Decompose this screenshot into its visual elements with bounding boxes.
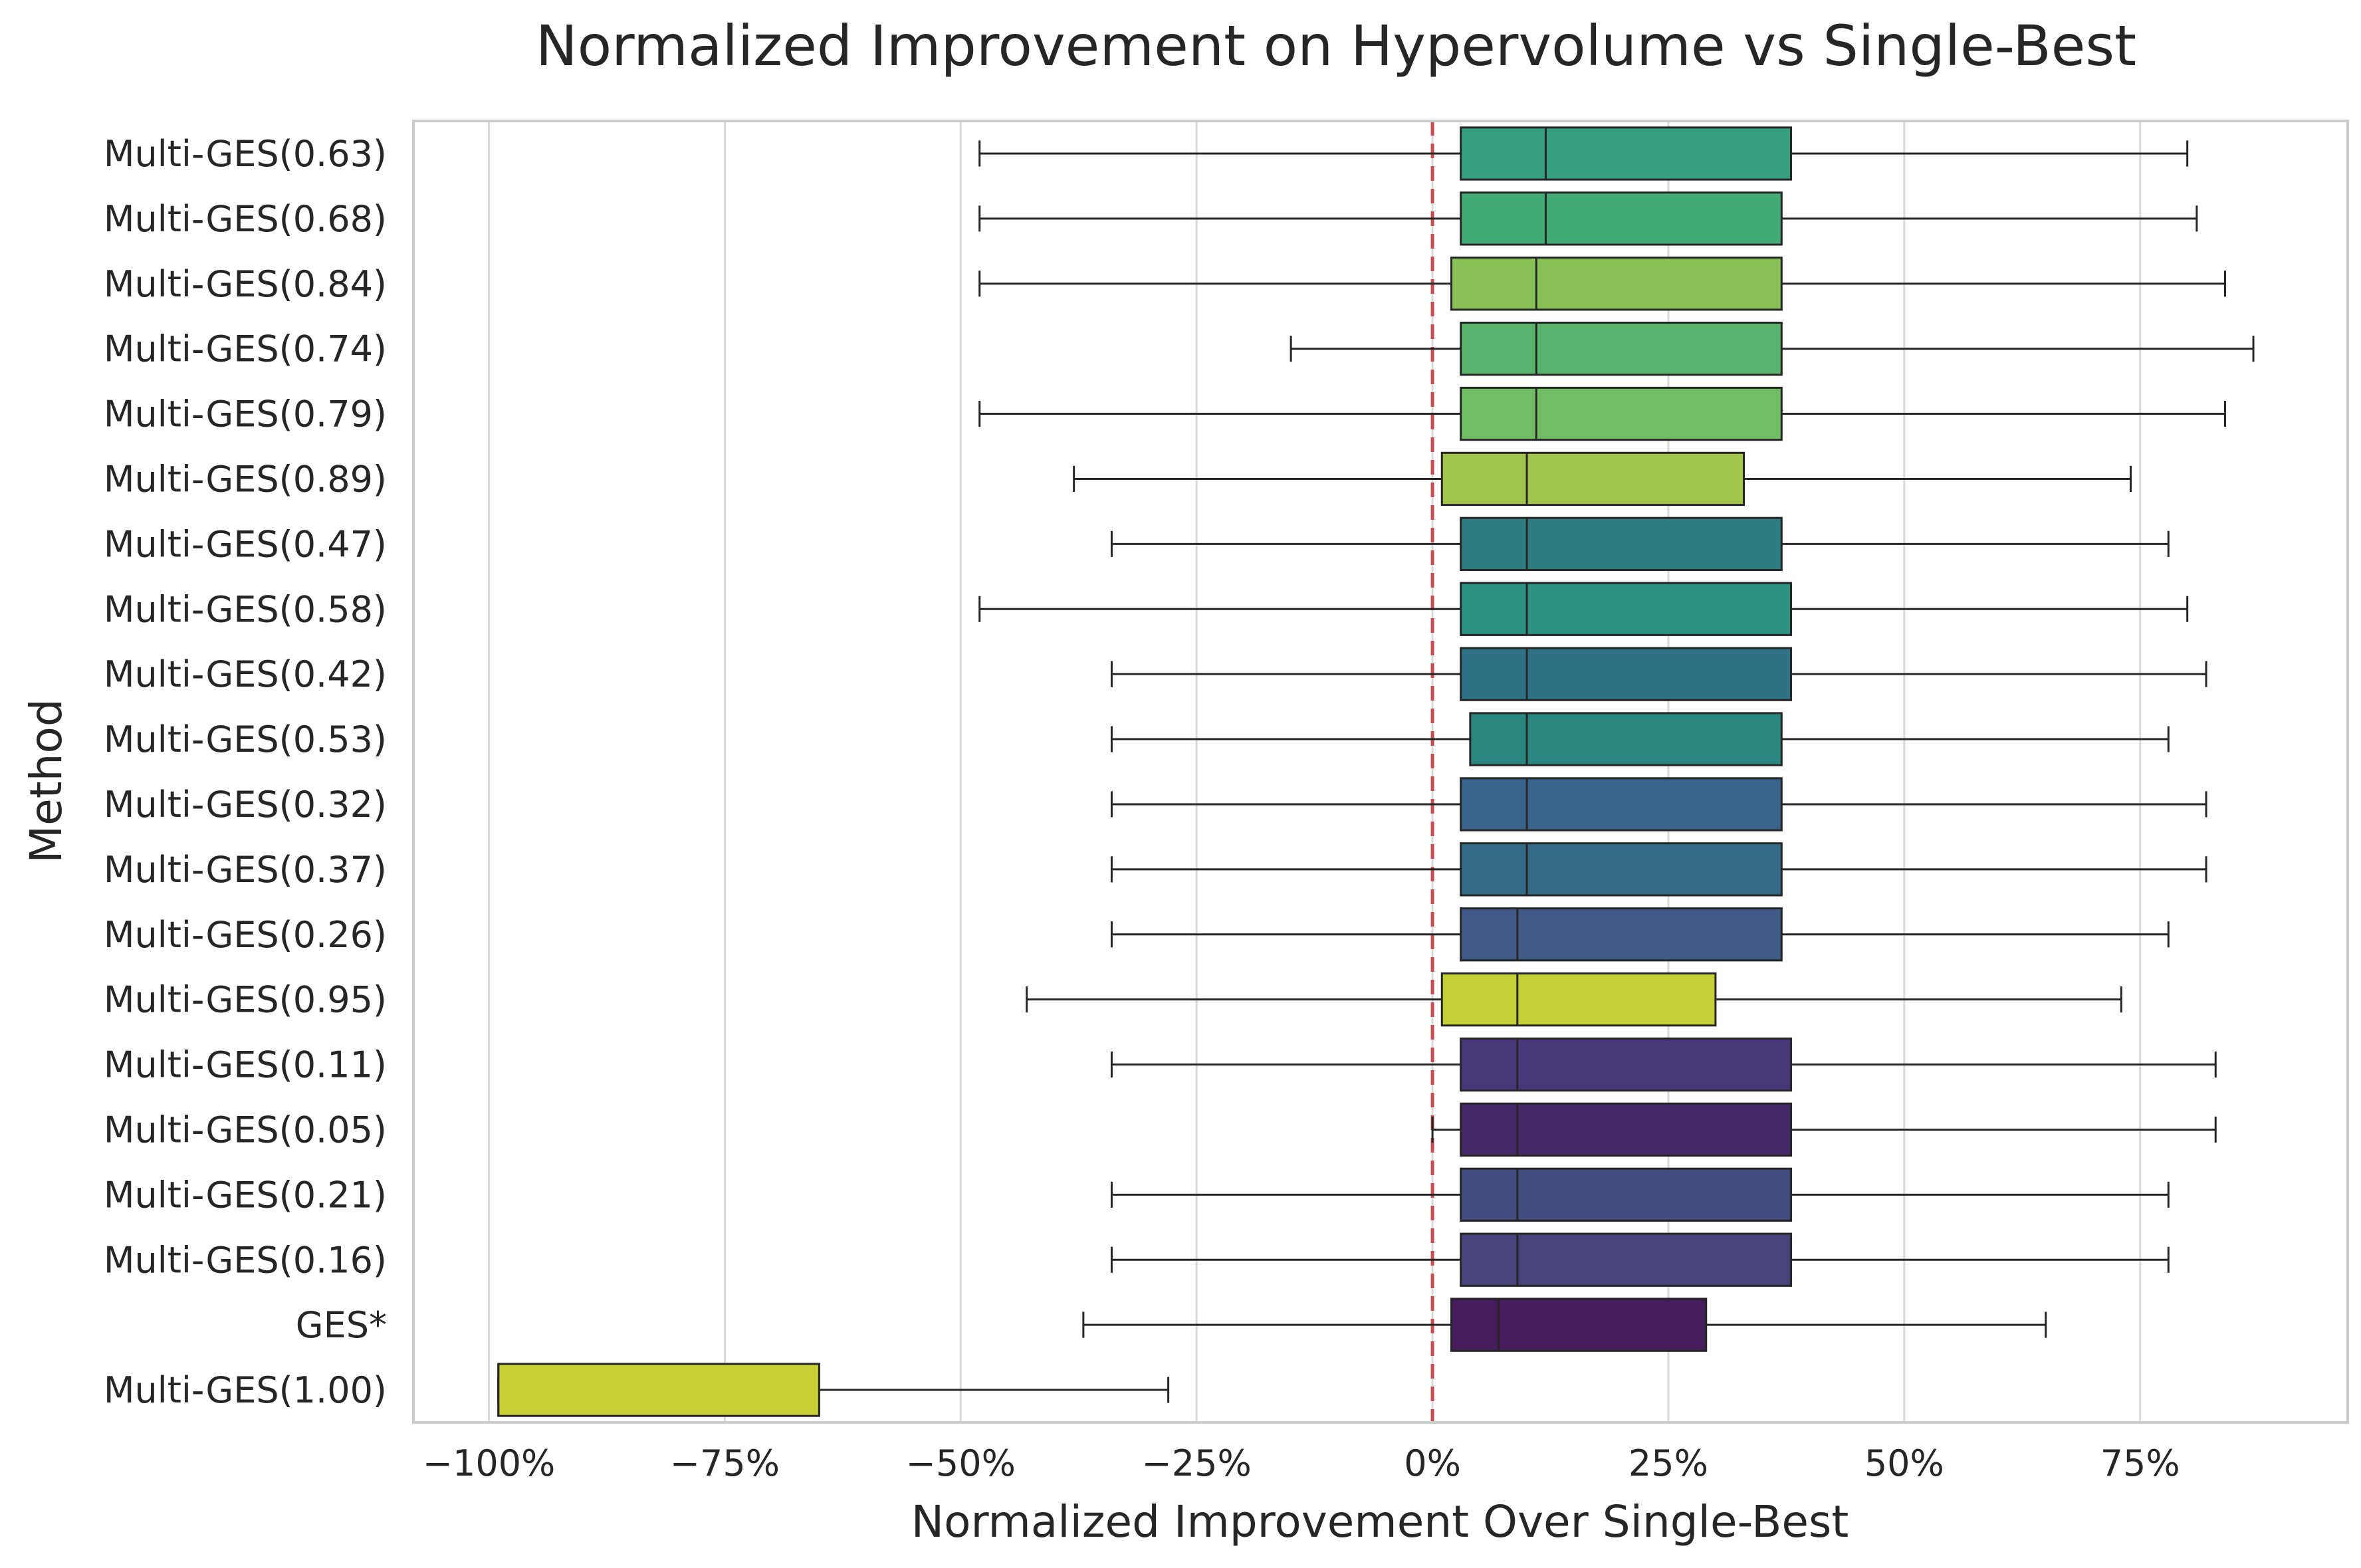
box-group <box>1110 842 2207 897</box>
box-group <box>978 126 2189 181</box>
iqr-box <box>1469 712 1783 766</box>
x-tick-label: 50% <box>1864 1442 1944 1484</box>
iqr-box <box>1460 647 1792 701</box>
y-tick-label: Multi-GES(1.00) <box>104 1369 387 1411</box>
box-group <box>497 1363 1170 1417</box>
y-tick-label: Multi-GES(0.79) <box>104 393 387 435</box>
y-tick-label: Multi-GES(0.58) <box>104 588 387 630</box>
iqr-box <box>1460 1102 1792 1157</box>
grid-layer <box>488 121 2142 1422</box>
iqr-box <box>1460 516 1783 572</box>
iqr-box <box>1460 126 1792 181</box>
x-axis-label: Normalized Improvement Over Single-Best <box>911 1496 1849 1547</box>
iqr-box <box>1460 386 1783 441</box>
y-tick-label: Multi-GES(0.89) <box>104 458 387 500</box>
iqr-box <box>1460 1037 1792 1092</box>
box-group <box>1110 1232 2170 1287</box>
iqr-box <box>1440 451 1745 506</box>
box-group <box>978 582 2189 636</box>
box-group <box>1110 1167 2170 1222</box>
iqr-box <box>497 1363 820 1417</box>
iqr-box <box>1450 1297 1708 1352</box>
box-group <box>1431 1102 2217 1157</box>
x-tick-label: −75% <box>670 1442 780 1484</box>
y-tick-label: Multi-GES(0.53) <box>104 719 387 760</box>
box-group <box>1082 1297 2047 1352</box>
y-tick-label: Multi-GES(0.63) <box>104 133 387 175</box>
y-tick-label: Multi-GES(0.37) <box>104 849 387 891</box>
box-group <box>1110 1037 2217 1092</box>
iqr-box <box>1460 907 1783 962</box>
x-tick-label: 75% <box>2100 1442 2180 1484</box>
y-tick-label: Multi-GES(0.68) <box>104 198 387 240</box>
box-group <box>1110 516 2170 572</box>
box-group <box>1110 712 2170 766</box>
x-tick-label: 0% <box>1404 1442 1461 1484</box>
y-tick-labels: Multi-GES(0.63) Multi-GES(0.68) Multi-GES(… <box>104 133 387 1411</box>
y-tick-label: Multi-GES(0.16) <box>104 1239 387 1281</box>
y-tick-label: Multi-GES(0.11) <box>104 1044 387 1086</box>
y-tick-label: Multi-GES(0.42) <box>104 653 387 695</box>
box-group <box>978 191 2198 246</box>
y-tick-label: Multi-GES(0.95) <box>104 979 387 1021</box>
y-tick-label: Multi-GES(0.47) <box>104 523 387 565</box>
y-axis-label: Method <box>21 699 72 863</box>
iqr-box <box>1440 972 1717 1027</box>
plot-frame <box>412 120 2349 1424</box>
x-tick-label: −50% <box>906 1442 1016 1484</box>
box-group <box>1110 777 2207 832</box>
iqr-box <box>1450 257 1783 311</box>
y-tick-label: Multi-GES(0.26) <box>104 914 387 956</box>
iqr-box <box>1460 1232 1792 1287</box>
box-group <box>1110 647 2207 701</box>
y-tick-label: Multi-GES(0.32) <box>104 784 387 826</box>
box-group <box>1110 907 2170 962</box>
x-tick-label: 25% <box>1629 1442 1708 1484</box>
y-tick-label: Multi-GES(0.21) <box>104 1174 387 1216</box>
iqr-box <box>1460 191 1783 246</box>
x-tick-labels: −100% −75% −50% −25% 0% 25% 50% 75% <box>423 1442 2180 1484</box>
x-tick-label: −100% <box>423 1442 556 1484</box>
x-tick-label: −25% <box>1142 1442 1252 1484</box>
y-tick-label: Multi-GES(0.84) <box>104 263 387 305</box>
box-group <box>1026 972 2122 1027</box>
y-tick-label: Multi-GES(0.05) <box>104 1109 387 1151</box>
chart-title: Normalized Improvement on Hypervolume vs… <box>536 13 2136 78</box>
box-group <box>1290 321 2255 376</box>
boxes-layer <box>497 126 2255 1417</box>
y-tick-label: GES* <box>296 1304 387 1346</box>
box-group <box>1073 451 2132 506</box>
box-group <box>978 386 2226 441</box>
y-tick-label: Multi-GES(0.74) <box>104 328 387 370</box>
iqr-box <box>1460 777 1783 832</box>
box-group <box>978 257 2226 311</box>
iqr-box <box>1460 842 1783 897</box>
iqr-box <box>1460 582 1792 636</box>
iqr-box <box>1460 1167 1792 1222</box>
iqr-box <box>1460 321 1783 376</box>
